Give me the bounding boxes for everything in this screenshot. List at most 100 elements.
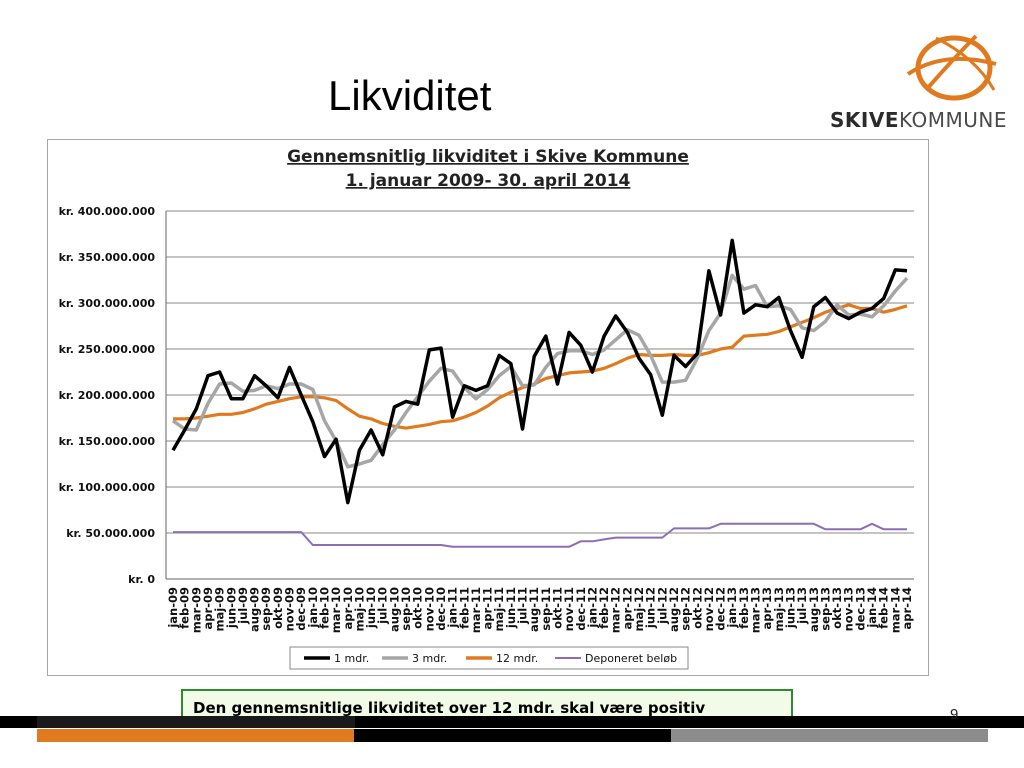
x-tick-label: okt-10 — [411, 587, 425, 629]
x-tick-label: apr-13 — [760, 587, 774, 629]
x-tick-label: aug-10 — [387, 587, 401, 632]
series-line-2 — [173, 303, 908, 430]
legend-label: 3 mdr. — [412, 652, 447, 665]
x-tick-label: jan-09 — [166, 587, 180, 629]
y-tick-label: kr. 400.000.000 — [59, 205, 156, 218]
footer-bar-black — [354, 729, 671, 742]
x-tick-label: okt-09 — [271, 587, 285, 629]
x-tick-label: okt-12 — [690, 587, 704, 629]
series-line-1 — [171, 273, 909, 469]
x-tick-label: jan-11 — [446, 587, 460, 629]
x-tick-label: jul-12 — [655, 587, 669, 625]
legend-label: 1 mdr. — [334, 652, 369, 665]
x-tick-label: nov-11 — [562, 587, 576, 631]
x-tick-label: apr-09 — [201, 587, 215, 629]
x-tick-label: okt-11 — [550, 587, 564, 629]
x-tick-label: dec-10 — [434, 587, 448, 631]
logo-brand-bold: SKIVE — [830, 108, 899, 132]
logo-ring-icon — [906, 34, 997, 101]
x-tick-label: apr-10 — [341, 587, 355, 629]
y-tick-label: kr. 200.000.000 — [59, 389, 156, 402]
x-tick-label: mar-13 — [749, 587, 763, 633]
x-tick-label: jan-14 — [865, 587, 879, 629]
x-tick-label: apr-14 — [900, 587, 914, 629]
footer-bar-orange-top — [37, 716, 355, 728]
x-tick-label: dec-11 — [574, 587, 588, 631]
x-tick-label: jul-13 — [795, 587, 809, 625]
slide-title: Likviditet — [328, 72, 492, 119]
y-tick-label: kr. 150.000.000 — [59, 435, 156, 448]
x-tick-label: dec-09 — [294, 587, 308, 631]
x-tick-label: feb-14 — [877, 587, 891, 629]
x-tick-label: jun-09 — [224, 587, 238, 629]
x-tick-label: sep-11 — [539, 587, 553, 631]
x-tick-label: jul-09 — [236, 587, 250, 625]
x-tick-label: dec-12 — [714, 587, 728, 631]
x-tick-label: nov-12 — [702, 587, 716, 631]
y-tick-label: kr. 250.000.000 — [59, 343, 156, 356]
y-tick-label: kr. 350.000.000 — [59, 251, 156, 264]
x-tick-label: sep-10 — [399, 587, 413, 631]
x-tick-label: feb-10 — [317, 587, 331, 629]
chart-title: Gennemsnitlig likviditet i Skive Kommune — [287, 147, 689, 167]
y-tick-label: kr. 300.000.000 — [59, 297, 156, 310]
x-tick-label: sep-13 — [818, 587, 832, 631]
x-tick-label: mar-10 — [329, 587, 343, 633]
series-line-3 — [173, 522, 907, 548]
footer-bar-gray — [671, 729, 988, 742]
x-tick-label: jul-11 — [516, 587, 530, 625]
x-tick-label: dec-13 — [853, 587, 867, 631]
x-tick-label: aug-12 — [667, 587, 681, 632]
chart-subtitle: 1. januar 2009- 30. april 2014 — [346, 171, 631, 191]
x-tick-label: jun-13 — [783, 587, 797, 629]
x-tick-label: maj-11 — [492, 587, 506, 631]
logo-wordmark: SKIVEKOMMUNE — [830, 108, 1007, 132]
x-tick-label: nov-09 — [283, 587, 297, 631]
x-tick-label: nov-13 — [842, 587, 856, 631]
x-tick-label: mar-12 — [609, 587, 623, 633]
series-line-0 — [171, 238, 908, 505]
x-tick-label: nov-10 — [422, 587, 436, 631]
x-tick-label: feb-13 — [737, 587, 751, 629]
footer-bar-dark-left — [0, 716, 37, 728]
footer-bar-gray-right — [671, 716, 988, 728]
x-tick-label: mar-14 — [888, 587, 902, 633]
legend-label: 12 mdr. — [496, 652, 538, 665]
x-tick-label: aug-13 — [807, 587, 821, 632]
x-tick-label: jan-13 — [725, 587, 739, 629]
x-tick-label: sep-12 — [679, 587, 693, 631]
y-tick-label: kr. 0 — [128, 573, 155, 586]
y-tick-label: kr. 50.000.000 — [66, 527, 155, 540]
x-tick-label: feb-11 — [457, 587, 471, 629]
x-tick-label: jun-10 — [364, 587, 378, 629]
x-tick-label: maj-10 — [352, 587, 366, 631]
legend-label: Deponeret beløb — [585, 652, 677, 665]
x-tick-label: jan-10 — [306, 587, 320, 629]
x-tick-label: jun-11 — [504, 587, 518, 629]
requirement-note-text: Den gennemsnitlige likviditet over 12 md… — [193, 699, 706, 717]
x-tick-label: apr-11 — [481, 587, 495, 629]
x-tick-label: feb-09 — [178, 587, 192, 629]
x-tick-label: maj-13 — [772, 587, 786, 631]
x-tick-label: maj-09 — [213, 587, 227, 631]
x-tick-label: jul-10 — [376, 587, 390, 625]
chart-panel: Gennemsnitlig likviditet i Skive Kommune… — [47, 139, 929, 676]
x-tick-label: aug-11 — [527, 587, 541, 632]
skive-kommune-logo: SKIVEKOMMUNE — [826, 28, 1006, 132]
footer-bar-orange — [37, 729, 354, 742]
x-tick-label: mar-11 — [469, 587, 483, 633]
x-tick-label: feb-12 — [597, 587, 611, 629]
page-number: 9 — [950, 706, 959, 723]
x-tick-label: maj-12 — [632, 587, 646, 631]
x-tick-label: okt-13 — [830, 587, 844, 629]
logo-brand-light: KOMMUNE — [898, 108, 1007, 132]
x-tick-label: mar-09 — [189, 587, 203, 633]
x-tick-label: sep-09 — [259, 587, 273, 631]
liquidity-chart: Gennemsnitlig likviditet i Skive Kommune… — [59, 147, 914, 670]
footer-bar-dark-mid — [355, 716, 671, 728]
footer-bar-dark-end — [988, 716, 1024, 728]
x-tick-label: jun-12 — [644, 587, 658, 629]
x-tick-label: jan-12 — [585, 587, 599, 629]
y-tick-label: kr. 100.000.000 — [59, 481, 156, 494]
x-tick-label: aug-09 — [248, 587, 262, 632]
